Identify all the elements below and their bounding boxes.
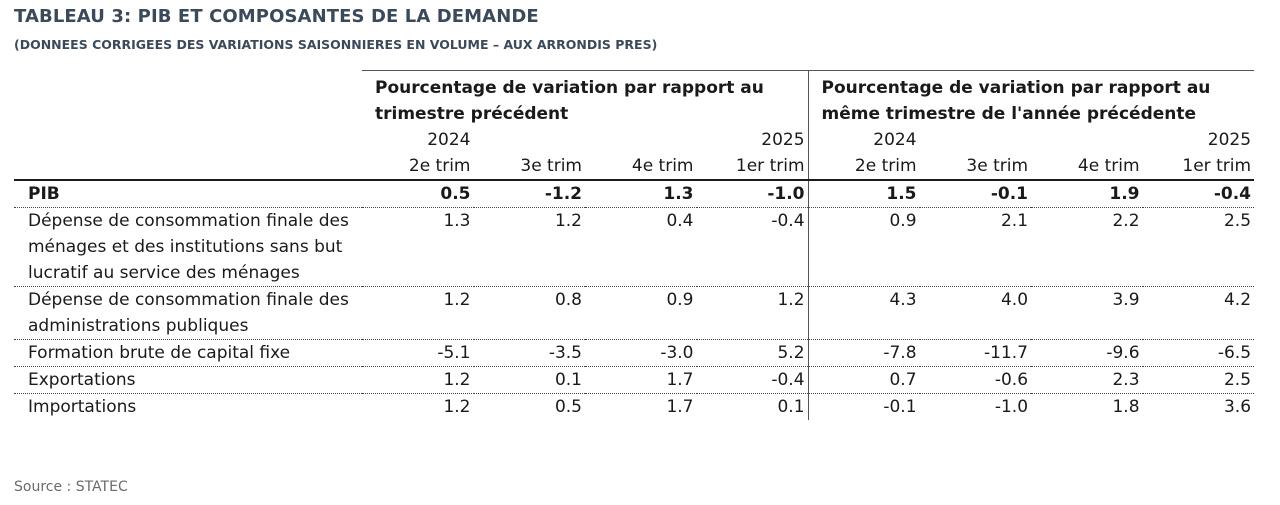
value-cell: 0.7 <box>808 366 920 394</box>
value-cell: -6.5 <box>1142 339 1255 367</box>
value-cell: 2.1 <box>919 207 1032 287</box>
year-row: 2024 2025 2024 2025 <box>14 127 1254 153</box>
table-row-imports: Importations 1.2 0.5 1.7 0.1 -0.1 -1.0 1… <box>14 393 1254 420</box>
quarter-row: 2e trim 3e trim 4e trim 1er trim 2e trim… <box>14 153 1255 181</box>
value-cell: 0.1 <box>696 393 809 420</box>
group-header-quarterly: Pourcentage de variation par rapport au … <box>362 70 809 127</box>
table-row-gross-fixed-capital: Formation brute de capital fixe -5.1 -3.… <box>14 339 1255 367</box>
value-cell: -11.7 <box>919 339 1032 367</box>
value-cell: 0.1 <box>473 366 585 394</box>
year-cell <box>474 127 586 153</box>
row-label: Formation brute de capital fixe <box>14 339 362 367</box>
group-header-row: Pourcentage de variation par rapport au … <box>14 70 1255 128</box>
value-cell: -9.6 <box>1031 339 1143 367</box>
value-cell: -3.0 <box>585 339 697 367</box>
gdp-table: Pourcentage de variation par rapport au … <box>14 70 1255 420</box>
value-cell: -0.1 <box>919 180 1032 208</box>
year-cell: 2024 <box>427 130 471 150</box>
value-cell: -0.4 <box>696 207 809 287</box>
quarter-cell: 1er trim <box>696 153 809 181</box>
value-cell: 1.8 <box>1112 397 1140 417</box>
value-cell: 1.2 <box>443 397 471 417</box>
value-cell: 0.5 <box>362 180 474 208</box>
year-cell: 2024 <box>873 130 917 150</box>
value-cell: 0.9 <box>808 207 920 287</box>
value-cell: -5.1 <box>362 339 474 367</box>
value-cell: 0.5 <box>554 397 582 417</box>
table-row-exports: Exportations 1.2 0.1 1.7 -0.4 0.7 -0.6 2… <box>14 366 1255 394</box>
value-cell: 4.2 <box>1142 286 1255 340</box>
year-cell <box>585 127 697 153</box>
quarter-cell: 3e trim <box>919 153 1032 181</box>
group-header-yearly: Pourcentage de variation par rapport au … <box>808 70 1255 127</box>
value-cell: 1.2 <box>362 366 474 394</box>
value-cell: -0.4 <box>1142 180 1255 208</box>
value-cell: 3.9 <box>1031 286 1143 340</box>
value-cell: -0.1 <box>883 397 917 417</box>
row-label: Importations <box>28 397 137 417</box>
row-label: PIB <box>14 180 362 208</box>
table-row-pib: PIB 0.5 -1.2 1.3 -1.0 1.5 -0.1 1.9 -0.4 <box>14 180 1255 208</box>
quarter-cell: 2e trim <box>808 153 920 181</box>
quarter-cell: 4e trim <box>585 153 697 181</box>
quarter-cell: 1er trim <box>1142 153 1255 181</box>
table-row-public-consumption: Dépense de consommation finale des admin… <box>14 286 1255 340</box>
value-cell: -1.0 <box>696 180 809 208</box>
row-label: Exportations <box>14 366 362 394</box>
value-cell: -7.8 <box>808 339 920 367</box>
value-cell: 1.9 <box>1031 180 1143 208</box>
value-cell: 3.6 <box>1223 397 1252 417</box>
value-cell: 0.4 <box>585 207 697 287</box>
table-title: TABLEAU 3: PIB ET COMPOSANTES DE LA DEMA… <box>14 6 539 27</box>
value-cell: -1.2 <box>473 180 585 208</box>
year-cell <box>1031 127 1143 153</box>
year-cell <box>920 127 1032 153</box>
value-cell: 2.5 <box>1142 207 1255 287</box>
value-cell: 1.3 <box>585 180 697 208</box>
value-cell: -0.4 <box>696 366 809 394</box>
quarter-cell: 2e trim <box>362 153 474 181</box>
table-row-household-consumption: Dépense de consommation finale des ménag… <box>14 207 1255 287</box>
value-cell: -3.5 <box>473 339 585 367</box>
value-cell: 5.2 <box>696 339 809 367</box>
value-cell: 1.2 <box>473 207 585 287</box>
value-cell: 1.7 <box>585 366 697 394</box>
value-cell: 0.8 <box>473 286 585 340</box>
source-note: Source : STATEC <box>14 479 128 495</box>
table-subtitle: (DONNEES CORRIGEES DES VARIATIONS SAISON… <box>14 37 658 52</box>
quarter-cell: 4e trim <box>1031 153 1143 181</box>
corner-blank <box>14 71 362 128</box>
value-cell: -1.0 <box>994 397 1029 417</box>
year-cell: 2025 <box>1207 130 1252 150</box>
value-cell: 2.5 <box>1142 366 1255 394</box>
value-cell: 1.2 <box>696 286 809 340</box>
value-cell: 1.3 <box>362 207 474 287</box>
value-cell: 1.7 <box>666 397 694 417</box>
value-cell: 2.2 <box>1031 207 1143 287</box>
value-cell: -0.6 <box>919 366 1032 394</box>
value-cell: 4.0 <box>919 286 1032 340</box>
value-cell: 0.9 <box>585 286 697 340</box>
row-label: Dépense de consommation finale des admin… <box>14 286 362 340</box>
value-cell: 4.3 <box>808 286 920 340</box>
value-cell: 1.2 <box>362 286 474 340</box>
quarter-cell: 3e trim <box>473 153 585 181</box>
value-cell: 2.3 <box>1031 366 1143 394</box>
value-cell: 1.5 <box>808 180 920 208</box>
year-cell: 2025 <box>696 127 809 153</box>
row-label: Dépense de consommation finale des ménag… <box>14 207 362 287</box>
